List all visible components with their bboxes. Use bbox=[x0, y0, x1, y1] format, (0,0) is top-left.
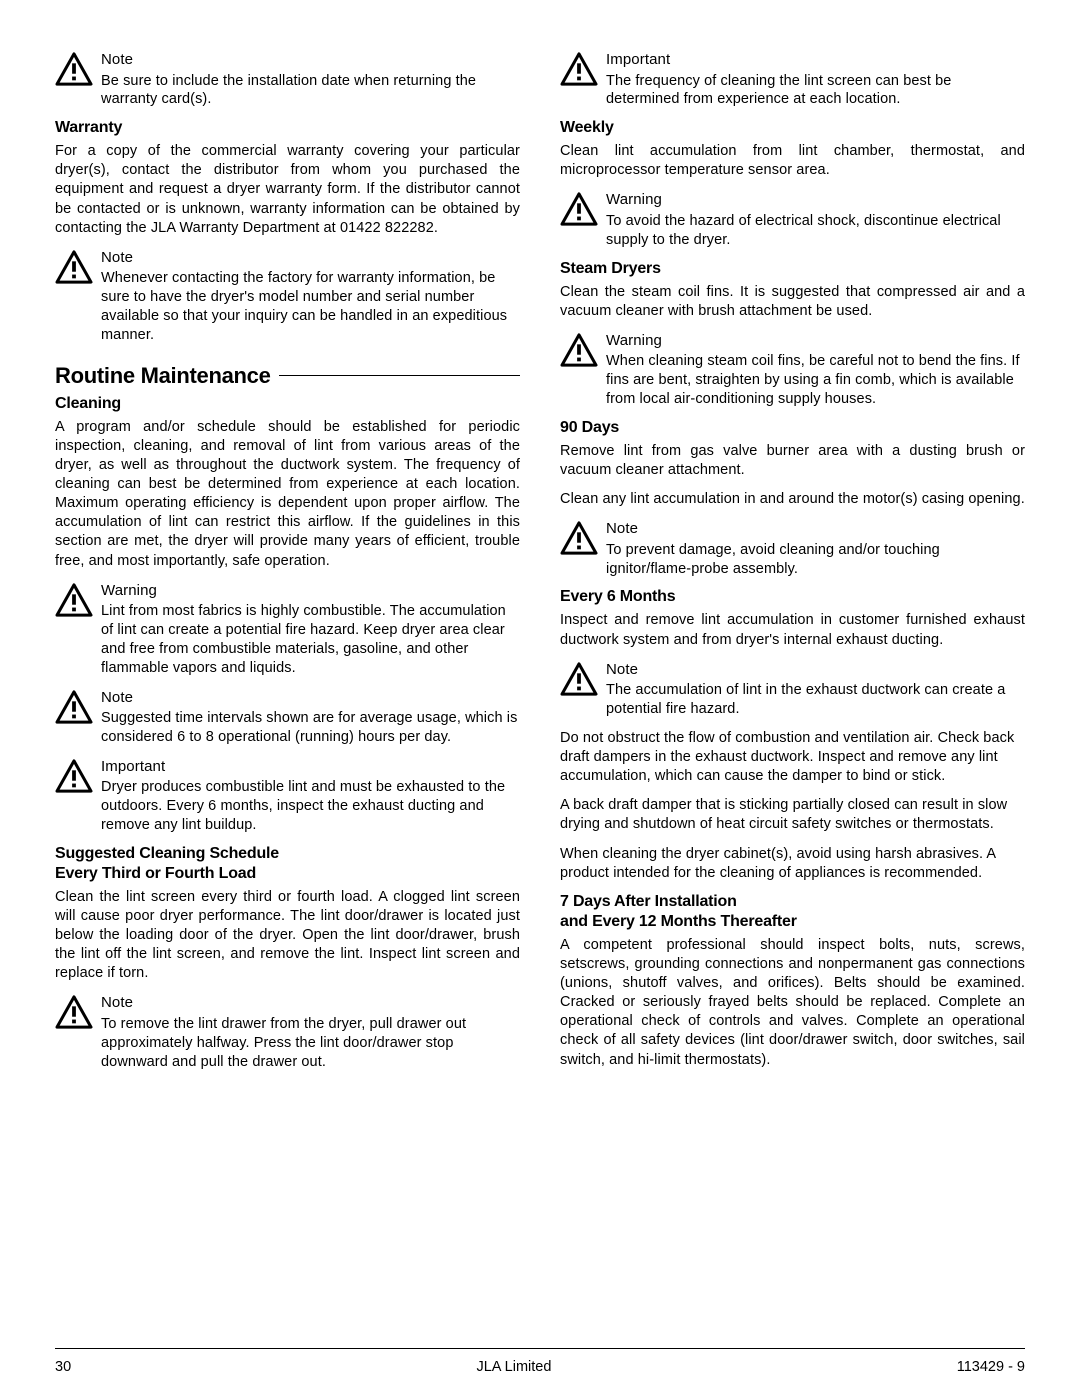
weekly-heading: Weekly bbox=[560, 119, 1025, 137]
callout-text: Lint from most fabrics is highly combust… bbox=[101, 603, 506, 676]
warning-icon bbox=[560, 333, 598, 372]
heading-text: Routine Maintenance bbox=[55, 363, 271, 389]
footer-page-number: 30 bbox=[55, 1359, 71, 1375]
note-callout: Note Whenever contacting the factory for… bbox=[55, 248, 520, 345]
callout-text: When cleaning steam coil fins, be carefu… bbox=[606, 353, 1020, 407]
callout-text: The frequency of cleaning the lint scree… bbox=[606, 73, 951, 108]
schedule-heading-2: Every Third or Fourth Load bbox=[55, 865, 520, 883]
days7-heading-2: and Every 12 Months Thereafter bbox=[560, 913, 1025, 931]
callout-label: Warning bbox=[606, 190, 1025, 210]
warning-icon bbox=[55, 995, 93, 1034]
warning-icon bbox=[560, 192, 598, 231]
note-callout: Note Suggested time intervals shown are … bbox=[55, 688, 520, 747]
routine-heading: Routine Maintenance bbox=[55, 363, 520, 389]
warning-icon bbox=[55, 583, 93, 622]
callout-label: Note bbox=[101, 688, 520, 708]
days90-heading: 90 Days bbox=[560, 419, 1025, 437]
days90-text-1: Remove lint from gas valve burner area w… bbox=[560, 442, 1025, 480]
cleaning-text: A program and/or schedule should be esta… bbox=[55, 418, 520, 571]
warning-icon bbox=[55, 250, 93, 289]
warranty-text: For a copy of the commercial warranty co… bbox=[55, 142, 520, 238]
warning-icon bbox=[55, 690, 93, 729]
months6-after-1: Do not obstruct the flow of combustion a… bbox=[560, 729, 1025, 786]
note-callout: Note The accumulation of lint in the exh… bbox=[560, 660, 1025, 719]
callout-label: Important bbox=[101, 757, 520, 777]
warning-icon bbox=[55, 759, 93, 798]
schedule-heading-1: Suggested Cleaning Schedule bbox=[55, 845, 520, 863]
callout-label: Warning bbox=[606, 331, 1025, 351]
left-column: Note Be sure to include the installation… bbox=[55, 50, 520, 1310]
callout-label: Important bbox=[606, 50, 1025, 70]
schedule-text: Clean the lint screen every third or fou… bbox=[55, 888, 520, 984]
warning-icon bbox=[55, 52, 93, 91]
callout-label: Note bbox=[606, 660, 1025, 680]
callout-label: Note bbox=[101, 993, 520, 1013]
callout-text: Suggested time intervals shown are for a… bbox=[101, 710, 517, 745]
warning-icon bbox=[560, 52, 598, 91]
months6-text: Inspect and remove lint accumulation in … bbox=[560, 611, 1025, 649]
warranty-heading: Warranty bbox=[55, 119, 520, 137]
months6-after-3: When cleaning the dryer cabinet(s), avoi… bbox=[560, 845, 1025, 883]
warning-callout: Warning Lint from most fabrics is highly… bbox=[55, 581, 520, 678]
warning-callout: Warning When cleaning steam coil fins, b… bbox=[560, 331, 1025, 409]
note-callout: Note Be sure to include the installation… bbox=[55, 50, 520, 109]
right-column: Important The frequency of cleaning the … bbox=[560, 50, 1025, 1310]
callout-label: Note bbox=[606, 519, 1025, 539]
callout-text: Be sure to include the installation date… bbox=[101, 73, 476, 108]
days7-text: A competent professional should inspect … bbox=[560, 936, 1025, 1070]
page-content: Note Be sure to include the installation… bbox=[55, 50, 1025, 1310]
cleaning-heading: Cleaning bbox=[55, 395, 520, 413]
callout-text: The accumulation of lint in the exhaust … bbox=[606, 682, 1005, 717]
note-callout: Note To remove the lint drawer from the … bbox=[55, 993, 520, 1071]
heading-rule bbox=[279, 375, 520, 376]
warning-icon bbox=[560, 521, 598, 560]
important-callout: Important The frequency of cleaning the … bbox=[560, 50, 1025, 109]
warning-icon bbox=[560, 662, 598, 701]
steam-heading: Steam Dryers bbox=[560, 260, 1025, 278]
callout-text: To avoid the hazard of electrical shock,… bbox=[606, 213, 1001, 248]
weekly-text: Clean lint accumulation from lint chambe… bbox=[560, 142, 1025, 180]
callout-label: Note bbox=[101, 50, 520, 70]
footer-center: JLA Limited bbox=[476, 1359, 551, 1375]
footer-docid: 113429 - 9 bbox=[957, 1359, 1025, 1375]
days7-heading-1: 7 Days After Installation bbox=[560, 893, 1025, 911]
callout-text: To remove the lint drawer from the dryer… bbox=[101, 1016, 466, 1070]
callout-label: Warning bbox=[101, 581, 520, 601]
months6-after-2: A back draft damper that is sticking par… bbox=[560, 796, 1025, 834]
callout-label: Note bbox=[101, 248, 520, 268]
warning-callout: Warning To avoid the hazard of electrica… bbox=[560, 190, 1025, 249]
page-footer: 30 JLA Limited 113429 - 9 bbox=[55, 1348, 1025, 1375]
months6-heading: Every 6 Months bbox=[560, 588, 1025, 606]
days90-text-2: Clean any lint accumulation in and aroun… bbox=[560, 490, 1025, 509]
callout-text: To prevent damage, avoid cleaning and/or… bbox=[606, 542, 940, 577]
note-callout: Note To prevent damage, avoid cleaning a… bbox=[560, 519, 1025, 578]
callout-text: Dryer produces combustible lint and must… bbox=[101, 779, 505, 833]
steam-text: Clean the steam coil fins. It is suggest… bbox=[560, 283, 1025, 321]
important-callout: Important Dryer produces combustible lin… bbox=[55, 757, 520, 835]
callout-text: Whenever contacting the factory for warr… bbox=[101, 270, 507, 343]
